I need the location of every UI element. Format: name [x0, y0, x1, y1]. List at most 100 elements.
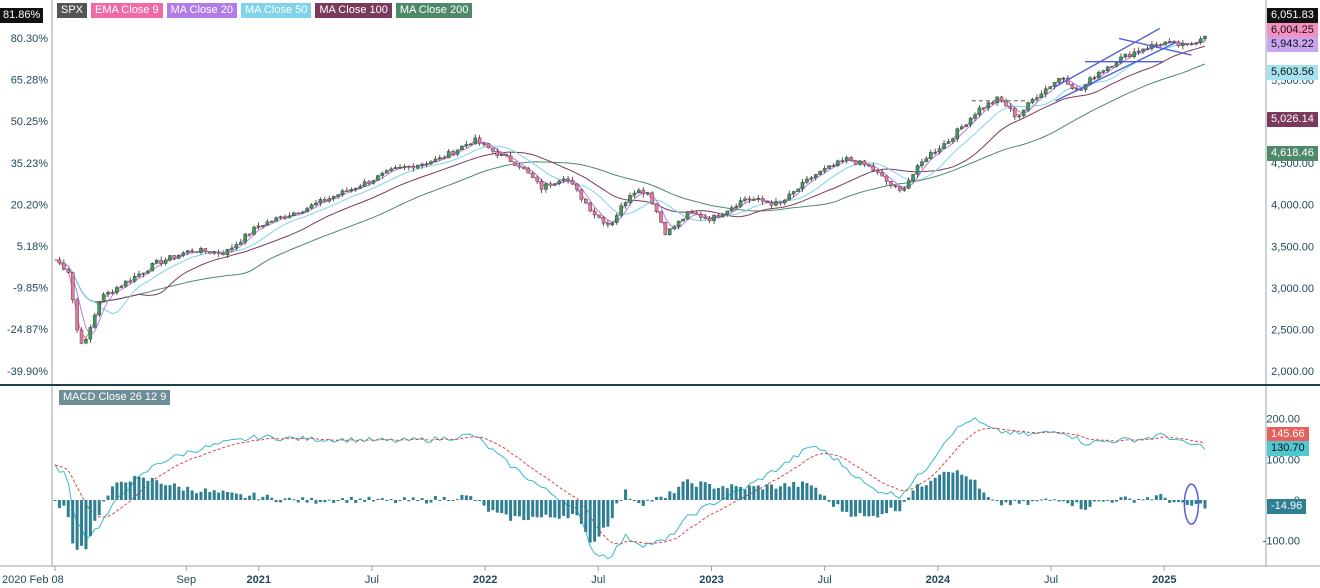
legend-ma-20[interactable]: MA Close 20	[166, 3, 237, 18]
candle-body	[517, 165, 522, 168]
candle-body	[915, 165, 920, 175]
macd-histogram-bar	[190, 490, 194, 500]
macd-histogram-bar	[513, 500, 517, 517]
macd-histogram-bar	[761, 489, 765, 500]
macd-histogram-bar	[265, 494, 269, 500]
candle-body	[1154, 44, 1159, 46]
macd-histogram-bar	[951, 472, 955, 500]
legend-spx[interactable]: SPX	[57, 3, 88, 18]
macd-histogram-bar	[933, 477, 937, 500]
macd-histogram-bar	[973, 479, 977, 500]
macd-line-label: 130.70	[1267, 441, 1309, 456]
candle-body	[1013, 108, 1017, 118]
candle-body	[455, 149, 460, 155]
candle-body	[146, 270, 150, 274]
candle-body	[1119, 56, 1123, 64]
candle-body	[893, 185, 898, 187]
macd-histogram-bar	[862, 500, 866, 517]
legend-ma-50[interactable]: MA Close 50	[240, 3, 312, 18]
macd-histogram-bar	[628, 498, 632, 500]
macd-histogram-bar	[960, 474, 964, 500]
macd-histogram-bar	[1146, 497, 1149, 500]
macd-histogram-bar	[1079, 500, 1083, 510]
macd-histogram-bar	[1097, 500, 1101, 502]
macd-histogram-bar	[867, 500, 871, 517]
macd-histogram-bar	[296, 500, 300, 503]
candle-body	[685, 211, 690, 220]
macd-tick-label: -100.00	[1263, 536, 1300, 548]
candle-body	[1110, 66, 1114, 68]
candle-body	[349, 188, 354, 192]
candle-body	[513, 161, 517, 166]
x-tick-label: 2024	[926, 574, 951, 586]
candle-body	[986, 102, 991, 109]
macd-histogram-bar	[540, 500, 544, 518]
macd-histogram-bar	[1185, 500, 1189, 506]
candle-body	[889, 181, 893, 186]
candle-body	[955, 128, 960, 139]
macd-histogram-bar	[677, 486, 681, 500]
candles	[57, 35, 1207, 345]
candle-body	[362, 181, 367, 187]
macd-histogram-bar	[1017, 500, 1021, 504]
macd-histogram-bar	[146, 480, 150, 500]
candle-body	[875, 170, 880, 173]
candle-body	[1048, 86, 1052, 89]
macd-histogram-bar	[1168, 500, 1172, 503]
candle-body	[261, 225, 265, 227]
candle-body	[1070, 84, 1075, 90]
macd-histogram-bar	[902, 500, 906, 502]
macd-histogram-bar	[858, 500, 862, 514]
candle-body	[407, 165, 411, 168]
candle-body	[1039, 93, 1044, 98]
macd-histogram-bar	[119, 481, 123, 500]
candle-body	[309, 204, 314, 209]
candle-body	[340, 190, 345, 196]
macd-histogram-bar	[1132, 500, 1136, 503]
candle-body	[429, 161, 433, 165]
percent-readout: 81.86%	[0, 8, 44, 23]
candle-body	[172, 255, 177, 259]
candle-body	[530, 172, 535, 179]
candle-body	[920, 161, 924, 166]
macd-histogram-bar	[774, 488, 778, 500]
candle-body	[1026, 102, 1030, 111]
macd-histogram-bar	[256, 499, 260, 501]
macd-histogram-bar	[279, 500, 283, 503]
macd-tick-label: 100.00	[1266, 454, 1300, 466]
legend-ma-200[interactable]: MA Close 200	[395, 3, 473, 18]
candle-body	[783, 199, 787, 204]
candle-body	[371, 180, 376, 184]
macd-histogram-bar	[402, 497, 406, 500]
macd-histogram-bar	[955, 470, 959, 500]
candle-body	[464, 144, 469, 147]
macd-histogram-bar	[522, 500, 526, 521]
candle-body	[884, 175, 889, 182]
macd-histogram-bar	[553, 500, 557, 518]
macd-histogram-bar	[571, 500, 574, 514]
candle-body	[1185, 43, 1190, 45]
candle-body	[637, 189, 641, 194]
candle-body	[234, 244, 239, 249]
macd-histogram-bar	[133, 475, 137, 500]
macd-histogram-bar	[801, 481, 804, 500]
macd-histogram-bar	[566, 500, 570, 519]
candle-body	[491, 147, 495, 152]
macd-histogram-bar	[305, 500, 309, 503]
macd-legend[interactable]: MACD Close 26 12 9	[59, 390, 171, 405]
macd-histogram-bar	[84, 500, 88, 550]
macd-histogram-bar	[1070, 500, 1074, 507]
macd-histogram-bar	[831, 500, 835, 507]
candle-body	[999, 96, 1004, 101]
candle-body	[1057, 78, 1061, 83]
macd-histogram-bar	[509, 500, 513, 521]
legend-ema-9[interactable]: EMA Close 9	[91, 3, 163, 18]
legend-ma-100[interactable]: MA Close 100	[315, 3, 392, 18]
candle-body	[367, 181, 371, 184]
macd-histogram-bar	[814, 487, 818, 500]
macd-histogram-bar	[898, 500, 902, 512]
left-tick-label: 50.25%	[11, 116, 49, 128]
macd-histogram-bar	[712, 488, 716, 500]
macd-histogram-bar	[526, 500, 530, 521]
candle-body	[57, 259, 62, 264]
